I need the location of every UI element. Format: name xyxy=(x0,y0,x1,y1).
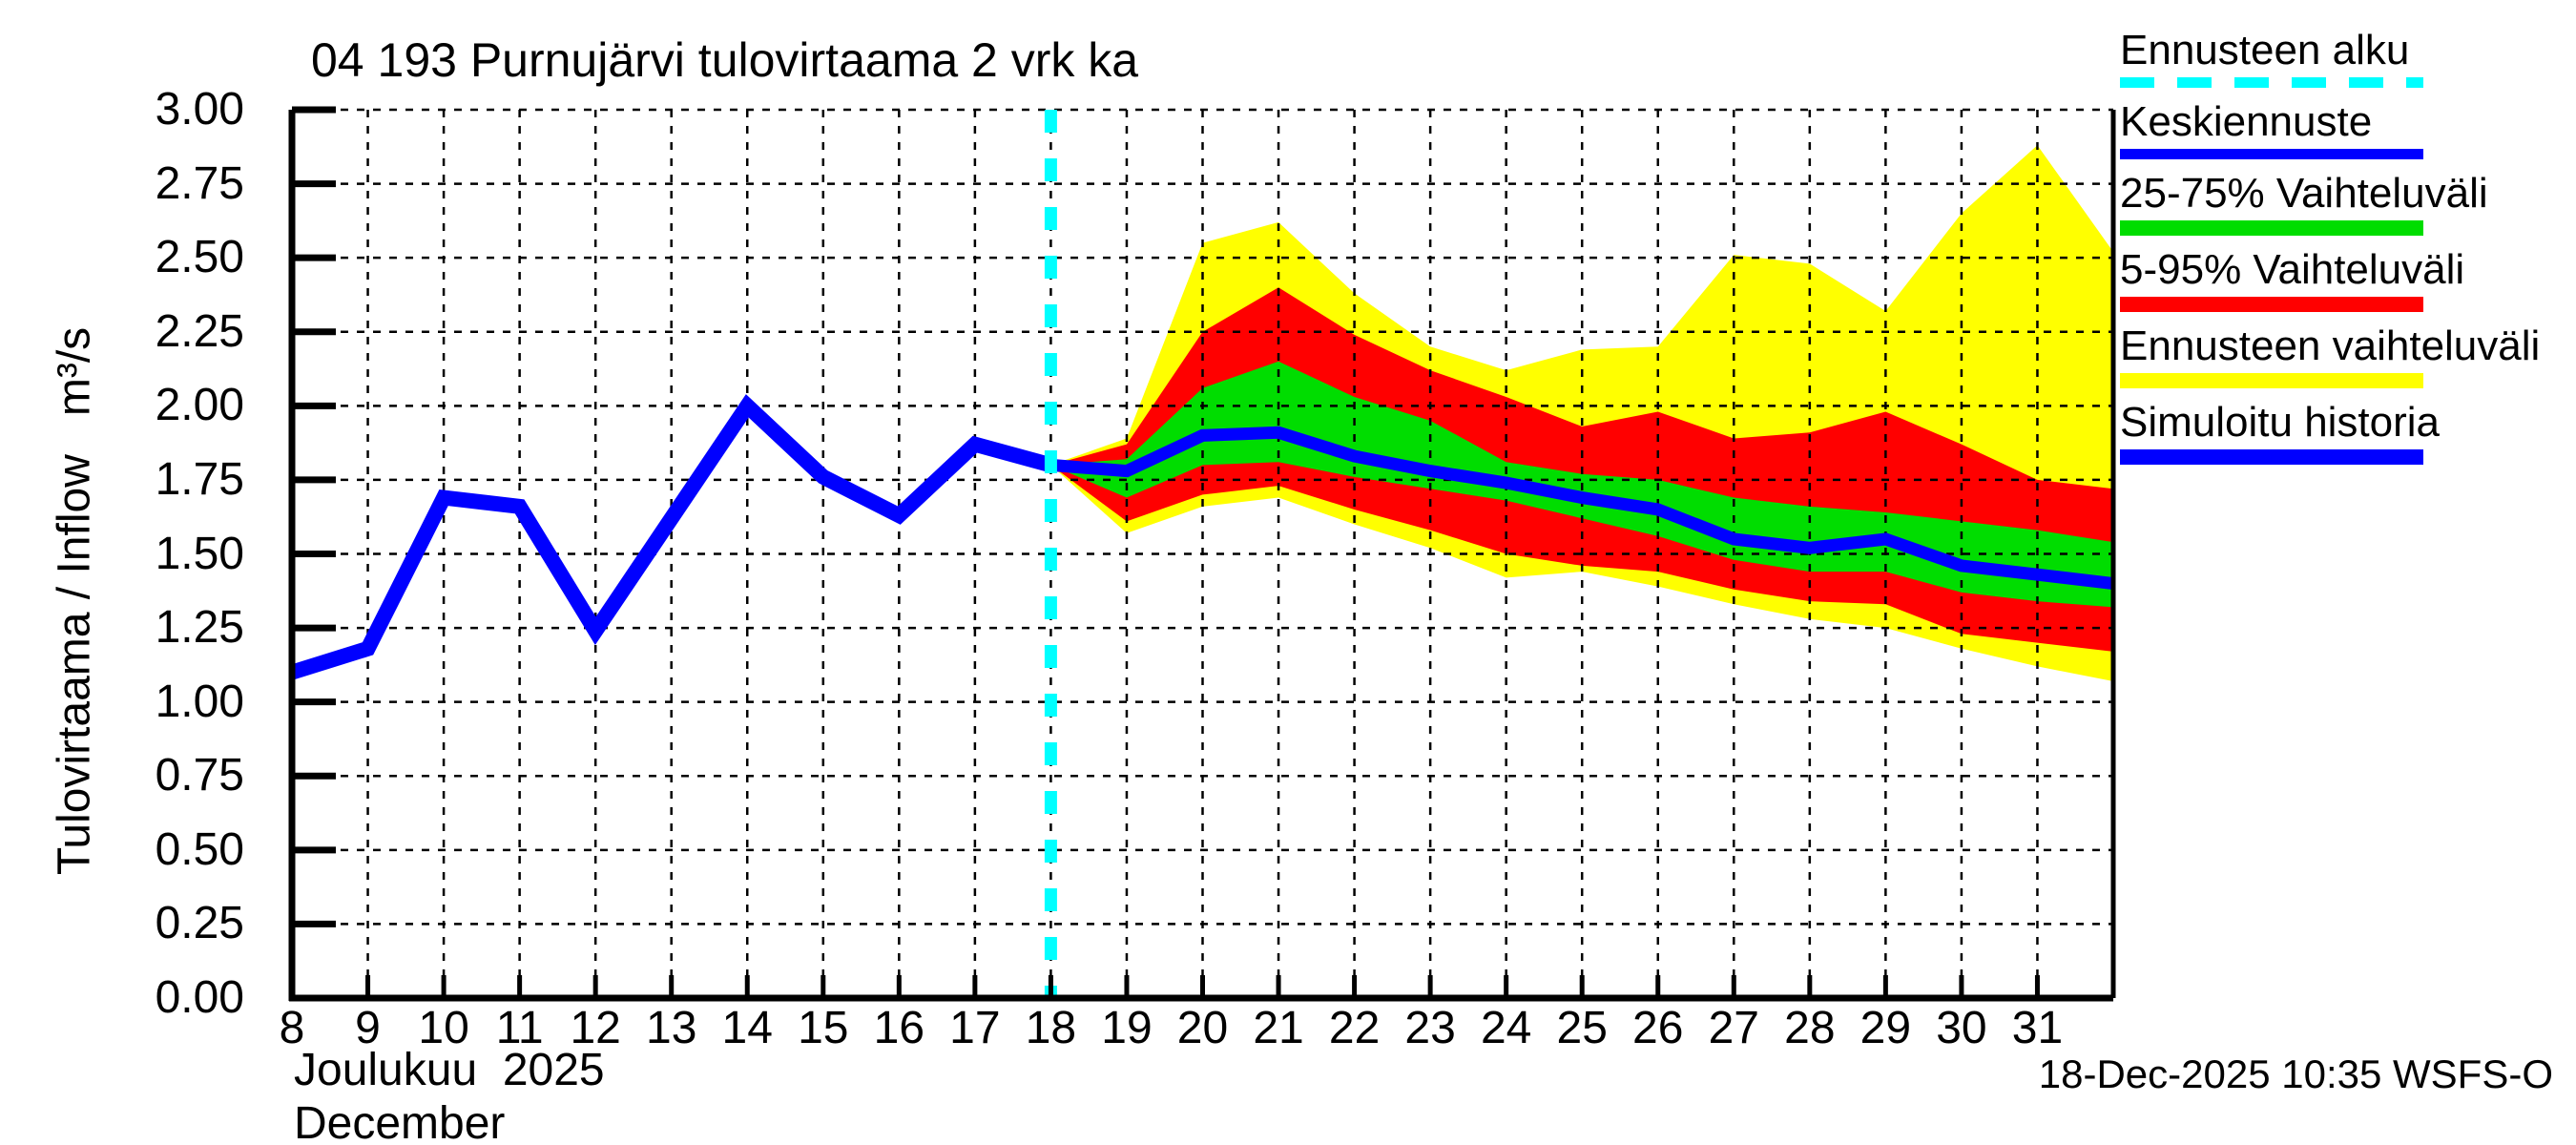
y-tick-label: 1.00 xyxy=(155,676,244,727)
x-tick-label: 22 xyxy=(1328,1003,1381,1053)
legend-entry: 25-75% Vaihteluväli xyxy=(2120,172,2549,236)
y-tick-label: 2.50 xyxy=(155,232,244,283)
x-axis-month-finnish: Joulukuu 2025 xyxy=(294,1045,605,1095)
legend-swatch-line xyxy=(2120,149,2423,159)
y-tick-label: 2.75 xyxy=(155,157,244,209)
x-tick-label: 20 xyxy=(1176,1003,1229,1053)
x-tick-label: 25 xyxy=(1556,1003,1608,1053)
x-tick-label: 21 xyxy=(1253,1003,1304,1053)
x-axis-month-english: December xyxy=(294,1098,506,1145)
x-tick-label: 30 xyxy=(1936,1003,1987,1053)
x-tick-label: 11 xyxy=(495,1003,544,1053)
x-tick-label: 29 xyxy=(1859,1003,1912,1053)
legend-entry: 5-95% Vaihteluväli xyxy=(2120,248,2549,312)
legend-entry: Simuloitu historia xyxy=(2120,401,2549,465)
y-tick-label: 3.00 xyxy=(155,84,244,135)
legend-label: 25-75% Vaihteluväli xyxy=(2120,170,2488,217)
legend: Ennusteen alku Keskiennuste 25-75% Vaihtel… xyxy=(2120,29,2549,477)
y-tick-label: 0.50 xyxy=(155,823,244,875)
legend-entry: Ennusteen vaihteluväli xyxy=(2120,324,2549,388)
legend-label: Simuloitu historia xyxy=(2120,399,2441,446)
legend-swatch-bar xyxy=(2120,449,2423,465)
x-tick-label: 17 xyxy=(949,1003,1001,1053)
x-tick-label: 8 xyxy=(279,1003,305,1053)
y-tick-label: 1.75 xyxy=(155,453,244,505)
x-tick-label: 15 xyxy=(798,1003,849,1053)
chart-title: 04 193 Purnujärvi tulovirtaama 2 vrk ka xyxy=(311,33,1139,87)
legend-swatch-dashed-line xyxy=(2120,77,2423,88)
x-tick-label: 10 xyxy=(418,1003,469,1053)
y-tick-label: 1.50 xyxy=(155,528,244,579)
legend-label: Ennusteen alku xyxy=(2120,27,2410,73)
timestamp-watermark: 18-Dec-2025 10:35 WSFS-O xyxy=(2038,1051,2553,1096)
y-tick-label: 2.00 xyxy=(155,380,244,431)
x-tick-label: 28 xyxy=(1784,1003,1836,1053)
legend-label: Keskiennuste xyxy=(2120,98,2373,145)
x-tick-label: 24 xyxy=(1480,1003,1532,1053)
y-tick-label: 0.00 xyxy=(155,972,244,1023)
y-tick-label: 0.25 xyxy=(155,898,244,949)
x-tick-label: 13 xyxy=(646,1003,697,1053)
legend-entry: Ennusteen alku xyxy=(2120,29,2549,88)
legend-swatch-bar xyxy=(2120,220,2423,236)
x-tick-label: 19 xyxy=(1101,1003,1153,1053)
x-tick-label: 26 xyxy=(1632,1003,1684,1053)
x-tick-label: 9 xyxy=(355,1003,381,1053)
x-tick-label: 14 xyxy=(721,1003,773,1053)
y-tick-label: 0.75 xyxy=(155,750,244,802)
y-tick-label: 2.25 xyxy=(155,305,244,357)
x-tick-label: 27 xyxy=(1708,1003,1759,1053)
legend-swatch-bar xyxy=(2120,297,2423,312)
legend-label: 5-95% Vaihteluväli xyxy=(2120,246,2465,293)
legend-entry: Keskiennuste xyxy=(2120,100,2549,159)
legend-label: Ennusteen vaihteluväli xyxy=(2120,323,2541,369)
line-simuloitu-historia xyxy=(289,394,1053,680)
y-tick-label: 1.25 xyxy=(155,602,244,654)
x-tick-label: 12 xyxy=(570,1003,621,1053)
x-tick-label: 23 xyxy=(1404,1003,1456,1053)
x-tick-label: 16 xyxy=(873,1003,925,1053)
line-keskiennuste xyxy=(1049,426,2114,590)
legend-swatch-bar xyxy=(2120,373,2423,388)
x-tick-label: 31 xyxy=(2011,1003,2064,1053)
x-tick-label: 18 xyxy=(1025,1003,1077,1053)
